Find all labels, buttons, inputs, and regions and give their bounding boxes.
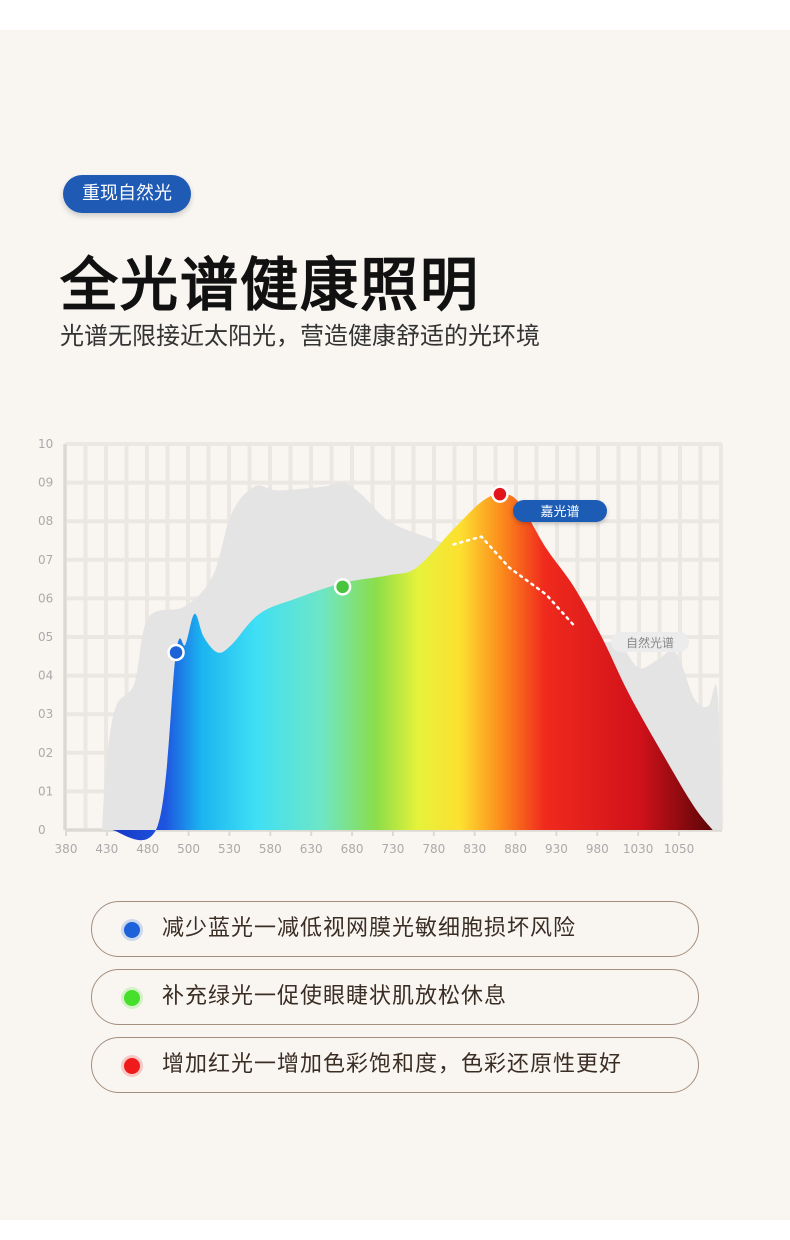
y-tick-label: 07	[38, 553, 53, 567]
x-tick-label: 530	[218, 842, 241, 856]
x-tick-label: 1050	[664, 842, 695, 856]
x-tick-label: 980	[586, 842, 609, 856]
x-tick-label: 630	[300, 842, 323, 856]
red-dot-icon	[124, 1058, 140, 1074]
green-dot-icon	[124, 990, 140, 1006]
feature-green-light: 补充绿光一促使眼睫状肌放松休息	[91, 969, 699, 1025]
x-tick-label: 380	[55, 842, 78, 856]
x-tick-label: 580	[259, 842, 282, 856]
feature-blue-light: 减少蓝光一减低视网膜光敏细胞损坏风险	[91, 901, 699, 957]
svg-text:嘉光谱: 嘉光谱	[540, 505, 579, 520]
y-tick-label: 01	[38, 784, 53, 798]
spectrum-marker	[167, 643, 185, 662]
natural-spectrum-dotted-line	[452, 535, 576, 627]
x-tick-label: 480	[136, 842, 159, 856]
brand-spectrum-label: 嘉光谱	[513, 500, 607, 522]
x-tick-label: 500	[177, 842, 200, 856]
svg-text:自然光谱: 自然光谱	[626, 635, 674, 650]
y-tick-label: 09	[38, 476, 53, 490]
y-tick-label: 03	[38, 707, 53, 721]
y-tick-label: 04	[38, 669, 53, 683]
y-tick-label: 02	[38, 746, 53, 760]
page-title: 全光谱健康照明	[60, 251, 481, 319]
x-tick-label: 730	[381, 842, 404, 856]
y-tick-label: 10	[38, 437, 53, 451]
blue-dot-icon	[124, 922, 140, 938]
page-subtitle: 光谱无限接近太阳光，营造健康舒适的光环境	[60, 322, 540, 350]
x-tick-label: 880	[504, 842, 527, 856]
spectrum-marker	[491, 485, 509, 503]
x-tick-label: 430	[95, 842, 118, 856]
x-tick-label: 680	[341, 842, 364, 856]
y-tick-label: 06	[38, 591, 53, 605]
spectrum-chart: 0 01 02 03 04 05 06 07 08 09 10 380 430 480 500 530 580 6…	[38, 437, 723, 856]
feature-red-light: 增加红光一增加色彩饱和度，色彩还原性更好	[91, 1037, 699, 1093]
y-tick-label: 08	[38, 514, 53, 528]
natural-spectrum-label: 自然光谱	[611, 632, 689, 652]
section-badge: 重现自然光	[63, 175, 191, 213]
feature-text: 增加红光一增加色彩饱和度，色彩还原性更好	[162, 1052, 623, 1077]
x-tick-label: 780	[422, 842, 445, 856]
page-background: 重现自然光 全光谱健康照明 光谱无限接近太阳光，营造健康舒适的光环境	[0, 30, 790, 1220]
y-tick-label: 05	[38, 630, 53, 644]
feature-text: 补充绿光一促使眼睫状肌放松休息	[162, 984, 508, 1009]
x-tick-label: 1030	[623, 842, 654, 856]
brand-spectrum-area	[111, 494, 713, 841]
x-tick-label: 830	[463, 842, 486, 856]
spectrum-marker	[333, 578, 352, 596]
x-tick-label: 930	[545, 842, 568, 856]
y-tick-label: 0	[38, 823, 46, 837]
feature-text: 减少蓝光一减低视网膜光敏细胞损坏风险	[162, 916, 577, 941]
